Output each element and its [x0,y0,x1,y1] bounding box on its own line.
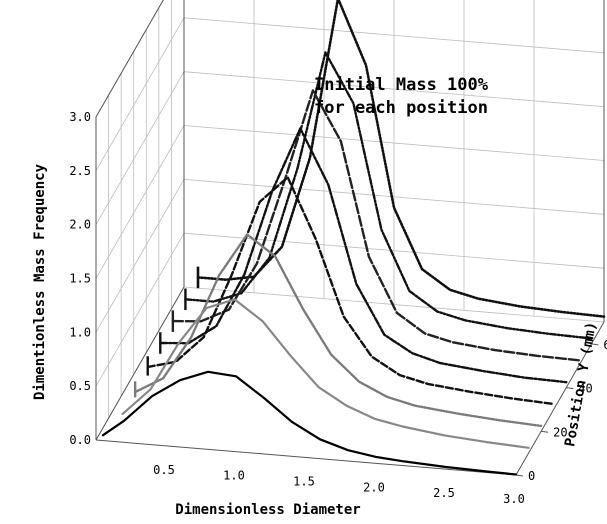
back-wall-gridline [183,125,605,161]
x-tick-label: 1.0 [223,469,245,483]
series-line-0 [101,370,518,476]
back-wall-gridline [183,178,605,215]
left-wall-gridline [95,179,185,333]
series-line-40 [159,127,568,384]
left-wall-gridline [95,0,164,118]
annotation-line-1: Initial Mass 100% [314,75,489,95]
y-axis-label: Dimentionless Mass Frequency [32,163,48,400]
z-tick-mark [566,387,574,390]
x-tick-label: 2.5 [433,486,455,500]
x-tick-label: 0.5 [153,463,175,477]
series-line-60 [184,51,593,340]
z-tick-mark [541,430,549,433]
series-layer [101,0,606,476]
series-line-30 [146,176,555,406]
left-wall-gridline [95,71,185,225]
y-tick-label: 3.0 [69,110,91,124]
series-line-10 [121,298,530,449]
label-layer: 0.00.51.01.52.02.53.00.5 1.0 1.5 2.0 2.5 3.00… [69,110,607,506]
z-tick-label: 40 [578,382,592,396]
back-wall-gridline [183,17,605,54]
x-tick-label: 3.0 [503,492,525,506]
z-tick-label: 20 [553,425,567,439]
grid-layer [95,0,605,477]
series-line-20 [133,233,543,428]
y-tick-label: 0.5 [69,379,91,393]
frame-edge [95,0,164,118]
frame-edge [95,439,517,476]
back-wall-gridline [183,71,605,108]
z-tick-mark [515,474,524,477]
frame-edge [515,321,605,476]
annotation-line-2: for each position [314,98,488,118]
y-tick-label: 2.0 [69,218,91,232]
y-tick-label: 2.5 [69,164,91,178]
y-tick-label: 1.5 [69,272,91,286]
z-tick-mark [591,343,599,346]
y-tick-label: 1.0 [69,325,91,339]
series-line-50 [171,89,581,362]
x-tick-label: 1.5 [293,475,315,489]
z-tick-label: 60 [603,338,607,352]
x-axis-label: Dimensionless Diameter [175,502,360,518]
y-tick-label: 0.0 [69,433,91,447]
left-wall-gridline [95,232,185,387]
frame-edge [95,286,185,441]
left-wall-gridline [95,125,185,279]
x-tick-label: 2.0 [363,480,385,494]
left-wall-gridline [95,17,185,172]
z-tick-label: 0 [528,469,535,483]
